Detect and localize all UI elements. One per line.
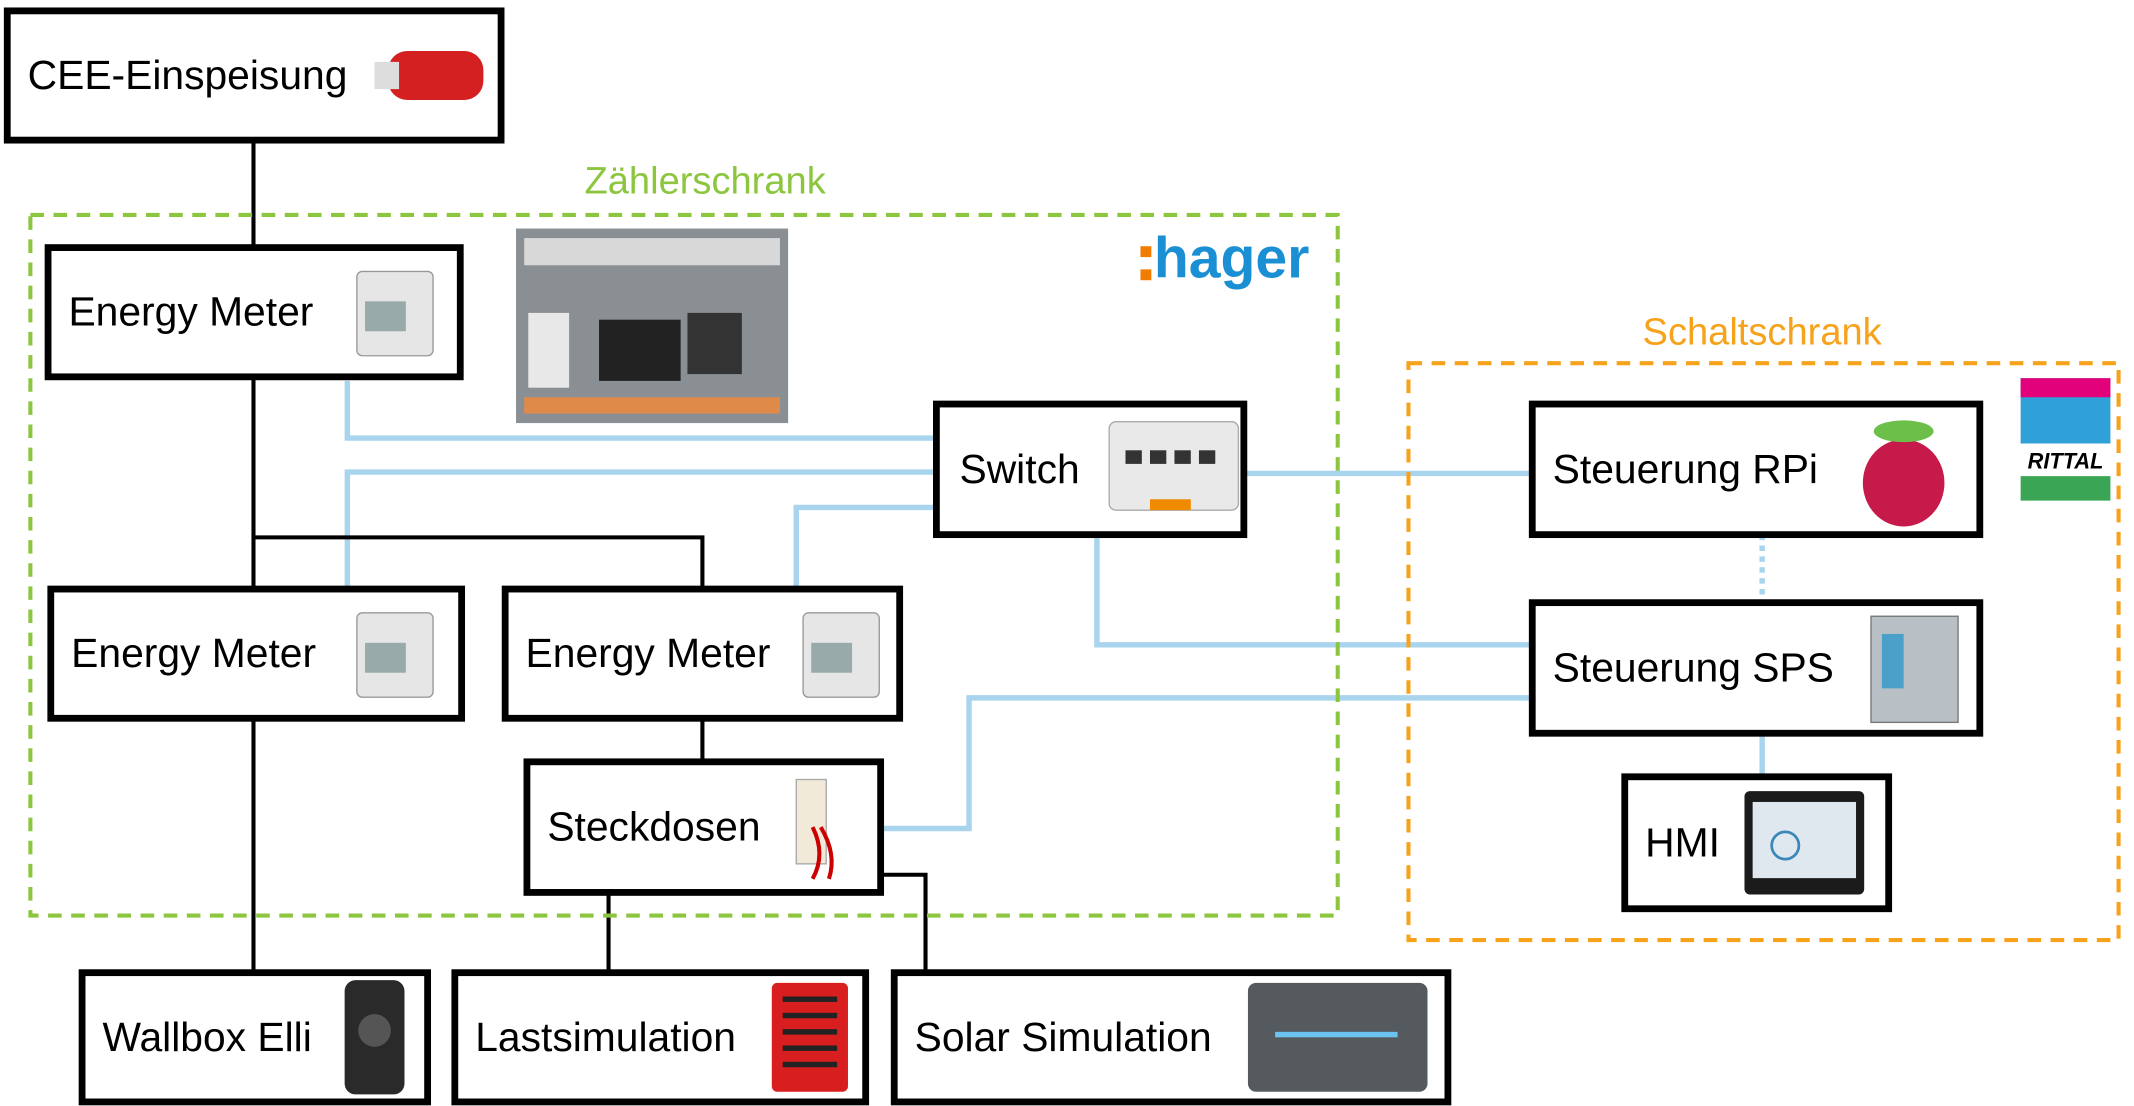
node-label: CEE-Einspeisung xyxy=(28,52,348,98)
network-line xyxy=(796,507,936,589)
node-label: Steuerung SPS xyxy=(1553,644,1834,690)
icon-part xyxy=(1882,634,1904,688)
node: Steuerung RPi xyxy=(1532,404,1980,535)
icon-part xyxy=(783,1062,837,1067)
logo: RITTAL xyxy=(2028,448,2104,473)
power-line xyxy=(881,875,926,973)
node: Steuerung SPS xyxy=(1532,603,1980,734)
logo-dot xyxy=(1140,246,1151,257)
node: Solar Simulation xyxy=(894,973,1448,1102)
rittal-logo: RITTAL xyxy=(2021,378,2111,500)
icon-part xyxy=(1150,450,1166,464)
node-label: Energy Meter xyxy=(68,289,313,335)
icon-part xyxy=(783,1045,837,1050)
icon-part xyxy=(1863,439,1945,526)
icon-part xyxy=(1125,450,1141,464)
node: Energy Meter xyxy=(505,589,900,718)
icon-part xyxy=(388,51,483,100)
icon-part xyxy=(1174,450,1190,464)
connections xyxy=(253,140,1762,973)
node-label: Wallbox Elli xyxy=(102,1014,311,1060)
node-label: Energy Meter xyxy=(526,630,771,676)
icon-part xyxy=(811,643,852,673)
icon-part xyxy=(1753,802,1856,878)
node-label: Energy Meter xyxy=(71,630,316,676)
group-label: Zählerschrank xyxy=(585,161,827,203)
logo-dot xyxy=(1140,269,1151,280)
icon-part xyxy=(1874,420,1934,442)
icon-part xyxy=(783,1029,837,1034)
node-label: Steckdosen xyxy=(547,804,760,850)
cabinet-photo xyxy=(516,229,788,424)
icon-part xyxy=(365,643,406,673)
node: CEE-Einspeisung xyxy=(7,11,501,140)
node-label: Steuerung RPi xyxy=(1553,446,1818,492)
node: Steckdosen xyxy=(527,762,881,893)
icon-part xyxy=(365,301,406,331)
icon-part xyxy=(783,996,837,1001)
icon-part xyxy=(796,780,826,864)
icon-part xyxy=(1275,1032,1397,1037)
diagram: Zählerschrank Schaltschrank hager RITTAL… xyxy=(0,0,2134,1106)
network-line xyxy=(881,698,1533,829)
node: Energy Meter xyxy=(48,248,460,377)
group-label: Schaltschrank xyxy=(1643,312,1883,354)
icon-part xyxy=(783,1013,837,1018)
power-line xyxy=(253,537,702,589)
node-label: HMI xyxy=(1645,819,1720,865)
icon-part xyxy=(1199,450,1215,464)
icon-part xyxy=(358,1014,391,1047)
node: Wallbox Elli xyxy=(82,973,428,1102)
node: Energy Meter xyxy=(51,589,462,718)
node: Lastsimulation xyxy=(455,973,866,1102)
icon-part xyxy=(375,62,399,89)
node-label: Solar Simulation xyxy=(915,1014,1212,1060)
icon-part xyxy=(1150,499,1191,510)
node: HMI xyxy=(1625,777,1889,909)
network-line xyxy=(1097,535,1532,645)
node-label: Lastsimulation xyxy=(475,1014,736,1060)
network-line xyxy=(347,472,936,589)
node-label: Switch xyxy=(960,446,1080,492)
logo: hager xyxy=(1154,227,1310,291)
icon-part xyxy=(1109,422,1238,510)
node: Switch xyxy=(936,404,1243,535)
